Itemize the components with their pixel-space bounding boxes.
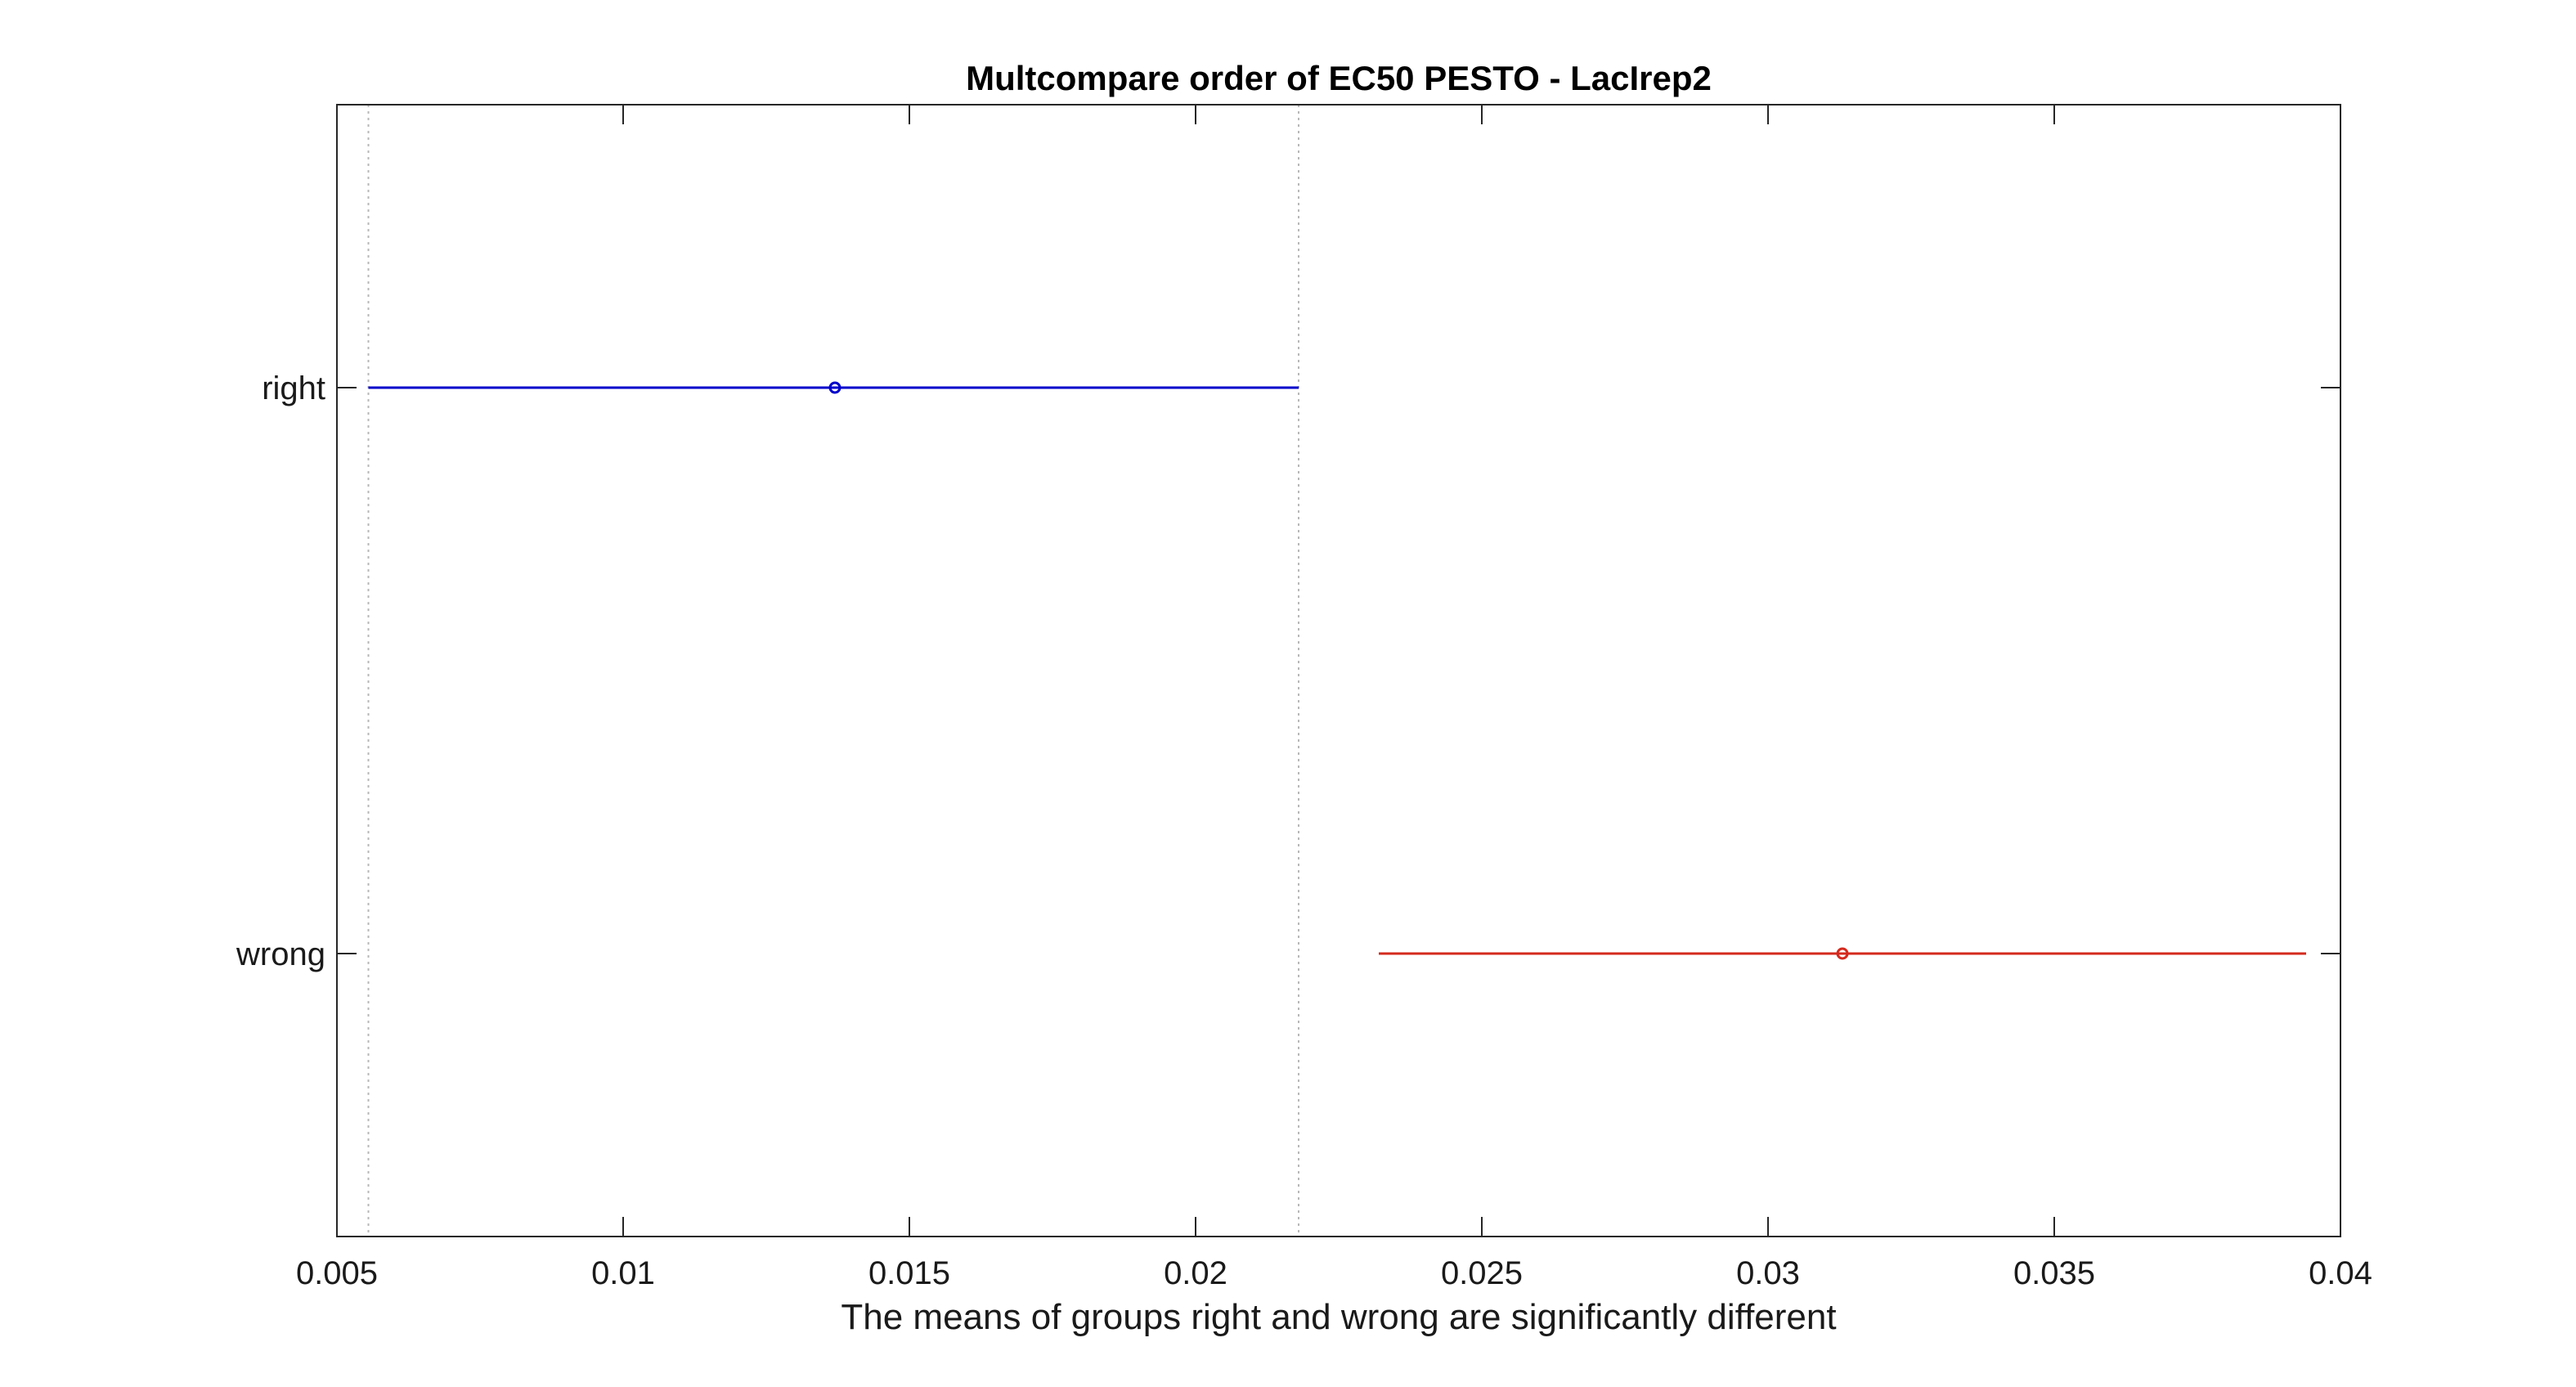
x-tick-label: 0.03: [1736, 1255, 1800, 1291]
x-tick-label: 0.035: [2013, 1255, 2095, 1291]
y-tick-label-right: right: [262, 370, 325, 406]
mean-marker-right: [828, 381, 841, 394]
plot-area: 0.005 0.01 0.015 0.02 0.025 0.03 0.035 0.04 righ…: [236, 104, 2372, 1291]
chart-title: Multcompare order of EC50 PESTO - LacIre…: [966, 59, 1712, 97]
mean-marker-wrong: [1836, 947, 1849, 960]
x-tick-label: 0.005: [296, 1255, 378, 1291]
x-tick-label: 0.015: [868, 1255, 950, 1291]
plot-frame: [336, 104, 2341, 1237]
x-tick-label: 0.025: [1441, 1255, 1523, 1291]
x-tick-label: 0.01: [591, 1255, 655, 1291]
x-tick-label: 0.02: [1164, 1255, 1227, 1291]
x-tick-label: 0.04: [2309, 1255, 2372, 1291]
x-axis-label: The means of groups right and wrong are …: [841, 1297, 1836, 1337]
y-tick-label-wrong: wrong: [236, 936, 325, 972]
